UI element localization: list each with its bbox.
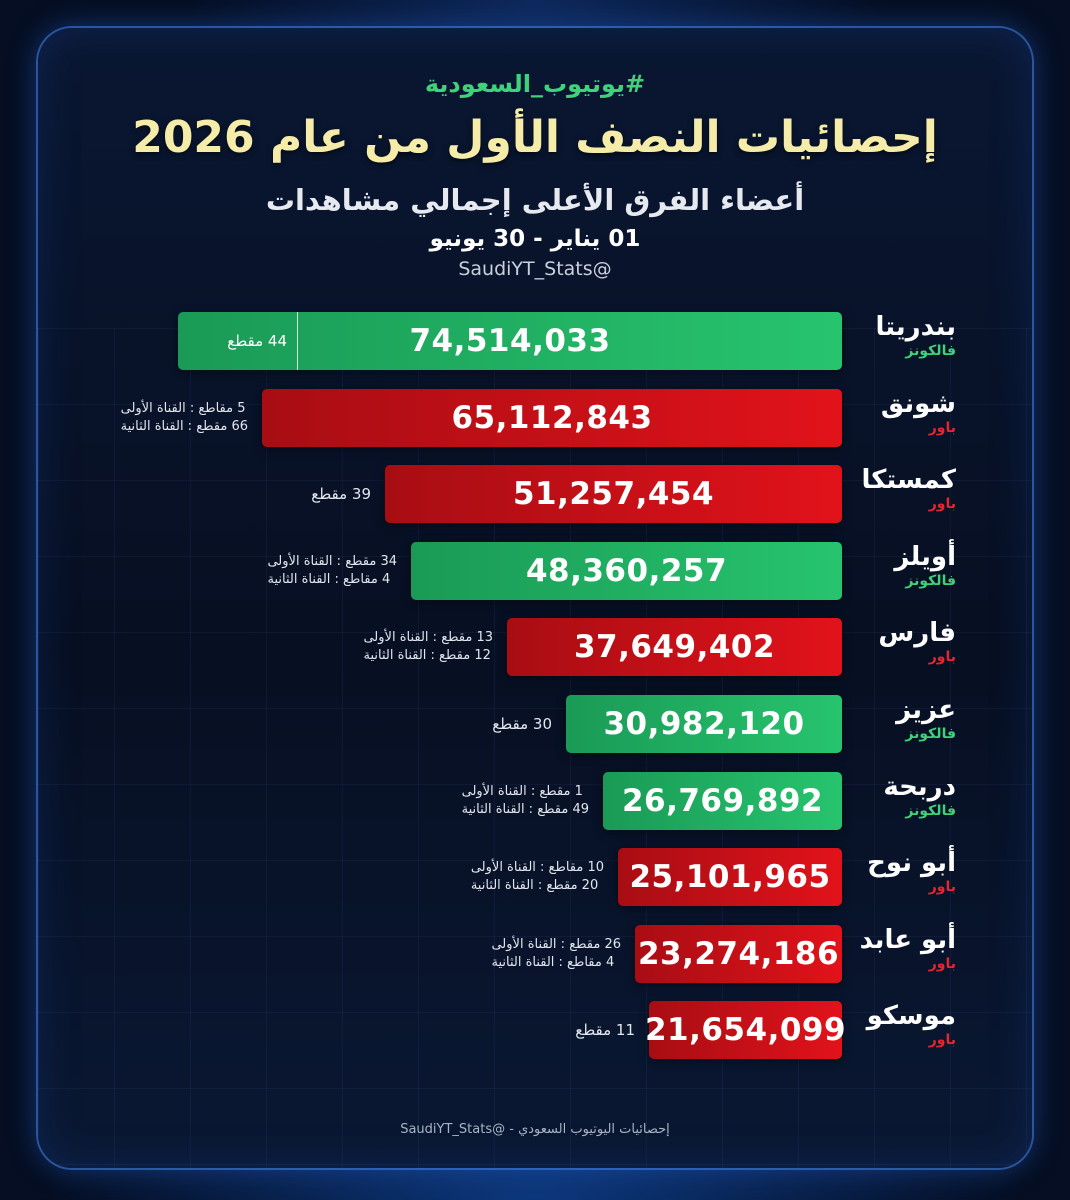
clip-count-text: 4 مقاطع : القناة الثانية <box>491 955 615 970</box>
clip-count-text: 39 مقطع <box>311 485 371 503</box>
bar-value-label: 65,112,843 <box>451 400 653 436</box>
clip-count-text: 44 مقطع <box>227 332 287 350</box>
team-name: باور <box>928 879 956 895</box>
creator-name: كمستكا <box>861 465 956 495</box>
bar: 25,101,965 <box>618 848 842 906</box>
creator-name: بندريتا <box>875 312 956 342</box>
category-label: بندريتا فالكونز <box>826 312 956 360</box>
clip-count-text: 20 مقطع : القناة الثانية <box>470 878 599 893</box>
creator-name: دربحة <box>883 772 956 802</box>
chart-row: 65,112,843 5 مقاطع : القناة الأولى 66 مقطع… <box>0 389 1070 447</box>
team-name: باور <box>928 649 956 665</box>
chart-row: 48,360,257 34 مقطع : القناة الأولى 4 مقاطع… <box>0 542 1070 600</box>
team-name: باور <box>928 420 956 436</box>
footer-handle: @SaudiYT_Stats <box>400 1122 506 1137</box>
clip-count-text: 10 مقاطع : القناة الأولى <box>470 860 604 875</box>
creator-name: عزيز <box>896 695 956 725</box>
clip-count-text: 26 مقطع : القناة الأولى <box>491 937 621 952</box>
category-label: موسكو باور <box>826 1001 956 1049</box>
footer-source: إحصائيات اليوتيوب السعودي <box>518 1122 670 1137</box>
category-label: شونق باور <box>826 389 956 437</box>
clip-count-text: 49 مقطع : القناة الثانية <box>461 802 589 817</box>
footer: إحصائيات اليوتيوب السعودي - @SaudiYT_Sta… <box>0 1122 1070 1137</box>
bar: 65,112,843 <box>262 389 842 447</box>
bar: 30,982,120 <box>566 695 842 753</box>
bar: 74,514,033 <box>178 312 842 370</box>
clip-count-text: 12 مقطع : القناة الثانية <box>363 648 491 663</box>
creator-name: فارس <box>878 618 956 648</box>
clip-count-text: 13 مقطع : القناة الأولى <box>363 630 493 645</box>
bar: 51,257,454 <box>385 465 842 523</box>
chart-row: 30,982,120 30 مقطع عزيز فالكونز <box>0 695 1070 753</box>
category-label: دربحة فالكونز <box>826 772 956 820</box>
clip-count-note: 5 مقاطع : القناة الأولى 66 مقطع : القناة … <box>121 389 248 447</box>
bar-value-label: 51,257,454 <box>512 476 715 512</box>
clip-count-text: 30 مقطع <box>492 715 552 733</box>
team-name: باور <box>928 956 956 972</box>
bar-value-label: 48,360,257 <box>525 553 728 589</box>
category-label: كمستكا باور <box>826 465 956 513</box>
clip-count-note: 10 مقاطع : القناة الأولى 20 مقطع : القناة… <box>471 848 604 906</box>
creator-name: أبو نوح <box>867 848 956 878</box>
hashtag: #يوتيوب_السعودية <box>424 70 646 98</box>
team-name: فالكونز <box>905 803 956 819</box>
bar: 26,769,892 <box>603 772 842 830</box>
account-handle: @SaudiYT_Stats <box>458 258 612 280</box>
clip-count-text: 66 مقطع : القناة الثانية <box>120 419 248 434</box>
team-name: فالكونز <box>905 726 956 742</box>
clip-count-note: 11 مقطع <box>575 1001 635 1059</box>
date-range: 01 يناير - 30 يونيو <box>429 226 641 252</box>
clip-count-note: 34 مقطع : القناة الأولى 4 مقاطع : القناة … <box>267 542 397 600</box>
clip-count-note: 1 مقطع : القناة الأولى 49 مقطع : القناة ا… <box>462 772 589 830</box>
bar: 37,649,402 <box>507 618 842 676</box>
bar: 21,654,099 <box>645 1001 846 1059</box>
clip-count-text: 1 مقطع : القناة الأولى <box>461 784 583 799</box>
footer-separator: - <box>509 1122 514 1137</box>
page-title: إحصائيات النصف الأول من عام 2026 <box>132 112 938 163</box>
chart-row: 51,257,454 39 مقطع كمستكا باور <box>0 465 1070 523</box>
bar-value-label: 23,274,186 <box>637 936 840 972</box>
clip-count-text: 11 مقطع <box>575 1021 635 1039</box>
clip-count-note: 26 مقطع : القناة الأولى 4 مقاطع : القناة … <box>491 925 621 983</box>
category-label: أبو عابد باور <box>826 925 956 973</box>
clip-count-note: 39 مقطع <box>311 465 371 523</box>
chart-row: 25,101,965 10 مقاطع : القناة الأولى 20 مقط… <box>0 848 1070 906</box>
clip-count-text: 34 مقطع : القناة الأولى <box>267 554 397 569</box>
chart-row: 26,769,892 1 مقطع : القناة الأولى 49 مقطع … <box>0 772 1070 830</box>
clip-count-text: 4 مقاطع : القناة الثانية <box>267 572 391 587</box>
category-label: أويلز فالكونز <box>826 542 956 590</box>
chart-row: 74,514,033 44 مقطع بندريتا فالكونز <box>0 312 1070 370</box>
bar: 48,360,257 <box>411 542 842 600</box>
creator-name: موسكو <box>866 1001 956 1031</box>
chart-row: 23,274,186 26 مقطع : القناة الأولى 4 مقاطع… <box>0 925 1070 983</box>
bar-value-label: 25,101,965 <box>629 859 831 895</box>
category-label: فارس باور <box>826 618 956 666</box>
chart-row: 21,654,099 11 مقطع موسكو باور <box>0 1001 1070 1059</box>
category-label: أبو نوح باور <box>826 848 956 896</box>
clip-count-note: 30 مقطع <box>492 695 552 753</box>
team-name: فالكونز <box>905 343 956 359</box>
creator-name: شونق <box>880 389 956 419</box>
team-name: باور <box>928 496 956 512</box>
clip-count-text: 5 مقاطع : القناة الأولى <box>120 401 246 416</box>
bar-value-label: 21,654,099 <box>644 1012 847 1048</box>
creator-name: أبو عابد <box>859 925 956 955</box>
bar: 23,274,186 <box>635 925 842 983</box>
bar-value-label: 74,514,033 <box>409 323 611 359</box>
bar-value-label: 30,982,120 <box>603 706 805 742</box>
team-name: فالكونز <box>905 573 956 589</box>
clip-count-note: 13 مقطع : القناة الأولى 12 مقطع : القناة … <box>363 618 493 676</box>
chart-row: 37,649,402 13 مقطع : القناة الأولى 12 مقطع… <box>0 618 1070 676</box>
team-name: باور <box>928 1032 956 1048</box>
clip-count-note: 44 مقطع <box>227 312 298 370</box>
bar-value-label: 37,649,402 <box>573 629 776 665</box>
bar-value-label: 26,769,892 <box>621 783 824 819</box>
page-subtitle: أعضاء الفرق الأعلى إجمالي مشاهدات <box>265 183 805 217</box>
creator-name: أويلز <box>894 542 956 572</box>
category-label: عزيز فالكونز <box>826 695 956 743</box>
